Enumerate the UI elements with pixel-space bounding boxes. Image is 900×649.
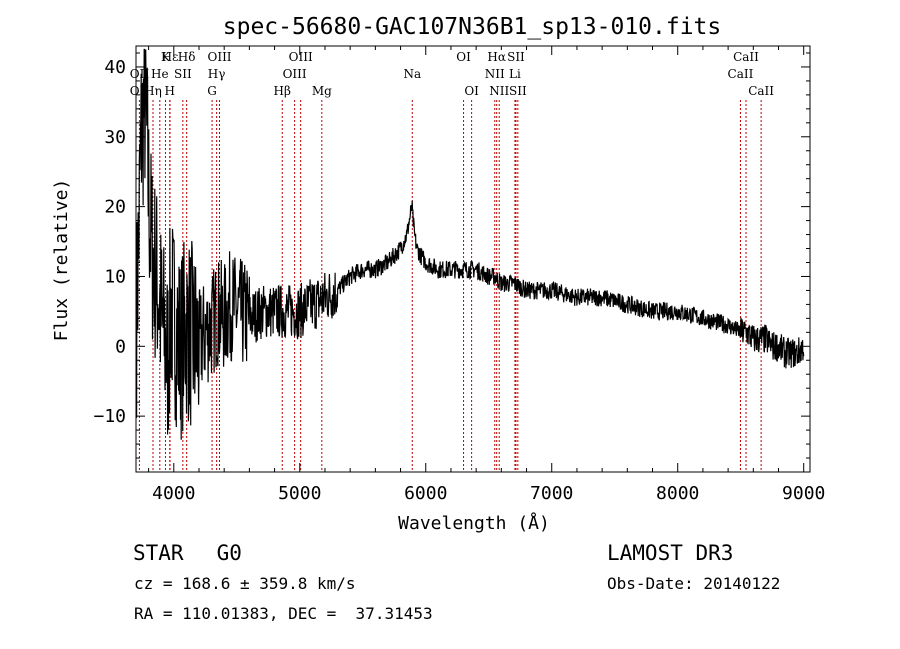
y-tick-label: 20 (104, 197, 126, 218)
redshift-readout: cz = 168.6 ± 359.8 km/s (134, 574, 356, 593)
class-label: STAR (133, 541, 184, 565)
y-tick-label: 0 (115, 336, 126, 357)
x-tick-label: 7000 (530, 483, 573, 504)
x-tick-label: 4000 (152, 483, 195, 504)
coordinates: RA = 110.01383, DEC = 37.31453 (134, 604, 433, 623)
x-axis-label: Wavelength (Å) (398, 512, 550, 534)
plot-frame (135, 45, 811, 473)
object-class: STAR G0 (133, 541, 242, 565)
y-axis-label: Flux (relative) (51, 179, 72, 342)
obs-date: Obs-Date: 20140122 (607, 574, 781, 593)
spectral-line-label: G (207, 84, 217, 98)
spectral-line-label: CaII (733, 50, 759, 64)
spectral-line-label: SII (174, 67, 192, 81)
chart-title: spec-56680-GAC107N36B1_sp13-010.fits (223, 14, 722, 40)
spectral-line-label: SII (509, 84, 527, 98)
spectral-line-label: Hβ (274, 84, 291, 98)
spectral-line-label: OI (456, 50, 471, 64)
spectral-line-label: OI (464, 84, 479, 98)
survey-label: LAMOST DR3 (607, 541, 734, 565)
subclass-label: G0 (216, 541, 242, 565)
spectral-line-label: OIII (207, 50, 231, 64)
spectrum-line (136, 48, 805, 440)
spectral-line-label: H (165, 84, 175, 98)
y-tick-label: 30 (104, 127, 126, 148)
spectral-line-label: Mg (312, 84, 332, 98)
y-tick-label: 10 (104, 266, 126, 287)
spectral-line-label: He (151, 67, 169, 81)
y-tick-label: 40 (104, 57, 126, 78)
x-tick-label: 8000 (656, 483, 699, 504)
spectral-line-label: NII (489, 84, 509, 98)
spectral-line-label: Hη (144, 84, 162, 98)
spectral-line-label: Hδ (178, 50, 196, 64)
spectral-line-label: OIII (289, 50, 313, 64)
spectral-line-label: Na (403, 67, 421, 81)
x-tick-label: 5000 (278, 483, 321, 504)
x-tick-label: 6000 (404, 483, 447, 504)
spectral-line-label: SII (507, 50, 525, 64)
spectral-line-label: CaII (748, 84, 774, 98)
x-tick-label: 9000 (782, 483, 825, 504)
spectral-line-label: K (161, 50, 171, 64)
spectral-line-label: OIII (283, 67, 307, 81)
y-tick-label: −10 (93, 406, 126, 427)
spectral-line-label: Hα (487, 50, 506, 64)
spectral-line-label: CaII (728, 67, 754, 81)
spectral-line-label: Hγ (208, 67, 226, 81)
spectral-line-label: Li (509, 67, 521, 81)
spectral-line-label: NII (485, 67, 505, 81)
